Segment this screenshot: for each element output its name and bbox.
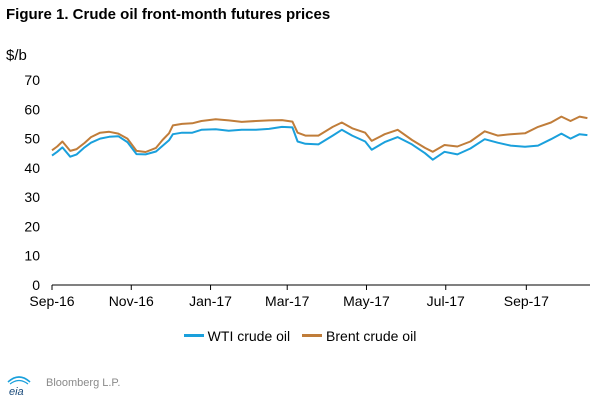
legend-swatch-wti: [183, 334, 204, 337]
y-tick-label: 10: [24, 248, 40, 264]
x-tick-label: Sep-17: [504, 293, 549, 309]
eia-logo-text: eia: [9, 386, 24, 397]
series-line-brent: [51, 115, 588, 153]
x-tick-label: Sep-16: [29, 293, 74, 309]
y-tick-label: 0: [32, 277, 40, 293]
y-tick-label: 40: [24, 160, 40, 176]
source-note: Bloomberg L.P.: [46, 377, 121, 389]
y-axis-ticks: 0 10 20 30 40 50 60 70: [24, 72, 40, 293]
x-axis-ticks: Sep-16 Nov-16 Jan-17 Mar-17 May-17 Jul-17 Sep-…: [29, 285, 549, 309]
legend-label-wti: WTI crude oil: [207, 327, 291, 344]
legend: WTI crude oil Brent crude oil: [0, 324, 600, 344]
eia-logo: eia: [7, 376, 31, 397]
y-tick-label: 30: [24, 189, 40, 205]
chart-title: Figure 1. Crude oil front-month futures …: [6, 6, 331, 23]
y-tick-label: 60: [24, 101, 40, 117]
x-tick-label: Mar-17: [265, 293, 310, 309]
x-tick-label: Nov-16: [109, 293, 154, 309]
footer: eia Bloomberg L.P.: [0, 370, 600, 400]
legend-item-wti: WTI crude oil: [183, 327, 291, 344]
y-axis-label: $/b: [6, 47, 27, 64]
x-tick-label: May-17: [343, 293, 390, 309]
x-tick-label: Jan-17: [189, 293, 232, 309]
series-lines: [51, 115, 588, 161]
y-tick-label: 70: [24, 72, 40, 88]
legend-item-brent: Brent crude oil: [302, 328, 416, 344]
x-tick-label: Jul-17: [427, 293, 465, 309]
y-tick-label: 20: [24, 218, 40, 234]
legend-label-brent: Brent crude oil: [326, 327, 417, 344]
series-line-wti: [51, 125, 588, 161]
y-tick-label: 50: [24, 131, 40, 147]
legend-swatch-brent: [302, 334, 323, 337]
